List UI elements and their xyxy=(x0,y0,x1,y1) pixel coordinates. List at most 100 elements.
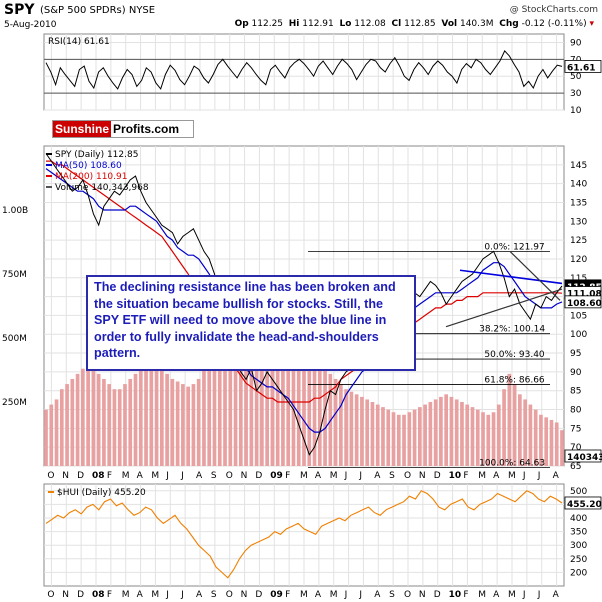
x-month-label-bottom: M xyxy=(330,590,338,600)
spy-tick-label: 105 xyxy=(570,311,587,321)
volume-value: 140.3M xyxy=(459,19,494,29)
volume-bar xyxy=(370,402,375,466)
volume-bar xyxy=(217,312,222,466)
sunshine-profits-logo: Sunshine Profits.com xyxy=(52,120,194,138)
x-month-label: M xyxy=(330,471,338,481)
volume-bar xyxy=(307,317,312,466)
x-month-label: N xyxy=(241,471,248,481)
volume-bar xyxy=(412,409,417,466)
rsi-line xyxy=(45,50,563,90)
volume-last-tag: 140343 xyxy=(567,453,602,463)
x-month-label: N xyxy=(419,471,426,481)
spy-tick-label: 115 xyxy=(570,274,587,284)
spy-tick-label: 65 xyxy=(570,462,581,472)
volume-bar xyxy=(454,399,459,466)
volume-bar xyxy=(128,378,133,466)
volume-bar xyxy=(312,332,317,466)
volume-tick-label: 250M xyxy=(2,398,27,408)
x-month-label: A xyxy=(493,471,500,481)
spy-ma200-tag: 111.08 xyxy=(567,290,602,300)
fibonacci-label: 100.0%: 64.63 xyxy=(479,458,545,468)
volume-bar xyxy=(386,409,391,466)
x-month-label: 08 xyxy=(92,471,105,481)
x-month-label: A xyxy=(553,471,560,481)
copyright: @ StockCharts.com xyxy=(509,5,598,15)
ticker-name: (S&P 500 SPDRs) NYSE xyxy=(40,5,156,16)
volume-bar xyxy=(518,394,522,466)
volume-bar xyxy=(365,399,370,466)
spy-tick-label: 145 xyxy=(570,161,587,171)
volume-bar xyxy=(354,394,359,466)
x-month-label-bottom: M xyxy=(122,590,130,600)
x-month-label: D xyxy=(434,471,441,481)
rsi-tick-label: 10 xyxy=(570,106,582,116)
volume-bar xyxy=(391,412,396,466)
volume-bar xyxy=(449,396,454,466)
x-month-label: N xyxy=(62,471,69,481)
volume-bar xyxy=(149,358,154,466)
volume-bar xyxy=(417,407,422,466)
x-month-label-bottom: A xyxy=(493,590,500,600)
volume-bar xyxy=(296,322,301,466)
volume-bar xyxy=(281,353,285,466)
volume-bar xyxy=(244,338,248,466)
x-month-label-bottom: J xyxy=(537,590,541,600)
volume-bar xyxy=(202,368,206,466)
x-month-label-bottom: F xyxy=(463,590,468,600)
x-month-label: M xyxy=(300,471,308,481)
brand-part-2: Profits.com xyxy=(113,122,180,136)
volume-bar xyxy=(428,402,433,466)
volume-bar xyxy=(238,325,243,466)
hui-line xyxy=(45,490,563,579)
volume-bar xyxy=(344,389,348,466)
volume-bar xyxy=(433,399,438,466)
x-month-label-bottom: J xyxy=(358,590,362,600)
volume-bar xyxy=(339,384,343,466)
open-label: Op xyxy=(234,19,249,29)
low-label: Lo xyxy=(339,19,352,29)
volume-bar xyxy=(49,404,54,466)
volume-bar xyxy=(191,384,196,466)
x-month-label-bottom: M xyxy=(300,590,308,600)
x-month-label-bottom: 10 xyxy=(449,590,462,600)
volume-bar xyxy=(323,363,327,466)
volume-bar xyxy=(286,343,291,466)
fibonacci-label: 50.0%: 93.40 xyxy=(484,350,545,360)
rsi-title: RSI(14) 61.61 xyxy=(48,37,110,47)
volume-bar xyxy=(402,414,406,466)
volume-bar xyxy=(123,384,127,466)
volume-bar xyxy=(102,378,106,466)
volume-tick-label: 750M xyxy=(2,270,27,280)
x-month-label-bottom: N xyxy=(419,590,426,600)
volume-bar xyxy=(159,368,164,466)
x-month-label-bottom: D xyxy=(255,590,262,600)
volume-bar xyxy=(186,386,191,466)
x-month-label: A xyxy=(196,471,203,481)
volume-bar xyxy=(44,409,48,466)
ohlc-readout: Op 112.25 Hi 112.91 Lo 112.08 Cl 112.85 … xyxy=(235,19,594,29)
volume-bar xyxy=(70,378,75,466)
high-label: Hi xyxy=(288,19,300,29)
spy-tick-label: 80 xyxy=(570,406,582,416)
x-month-label: D xyxy=(77,471,84,481)
spy-tick-label: 140 xyxy=(570,180,587,190)
x-month-label-bottom: A xyxy=(374,590,381,600)
hui-tick-label: 350 xyxy=(570,528,587,538)
volume-bar xyxy=(270,363,275,466)
x-month-label: F xyxy=(107,471,112,481)
x-month-label: M xyxy=(122,471,130,481)
hui-last-value-tag-box xyxy=(564,496,602,510)
ma50-line xyxy=(45,168,563,433)
spy-ma50-tag-box xyxy=(564,295,602,309)
volume-bar xyxy=(549,419,554,466)
spy-tick-label: 135 xyxy=(570,198,587,208)
volume-bar xyxy=(349,391,354,466)
ticker-symbol: SPY xyxy=(4,2,35,18)
x-month-label: 10 xyxy=(449,471,462,481)
down-arrow-icon: ▾ xyxy=(589,19,594,29)
x-month-label: D xyxy=(255,471,262,481)
volume-bar xyxy=(291,332,296,466)
volume-bar xyxy=(375,404,380,466)
volume-bar xyxy=(223,286,227,466)
volume-bar xyxy=(523,399,527,466)
